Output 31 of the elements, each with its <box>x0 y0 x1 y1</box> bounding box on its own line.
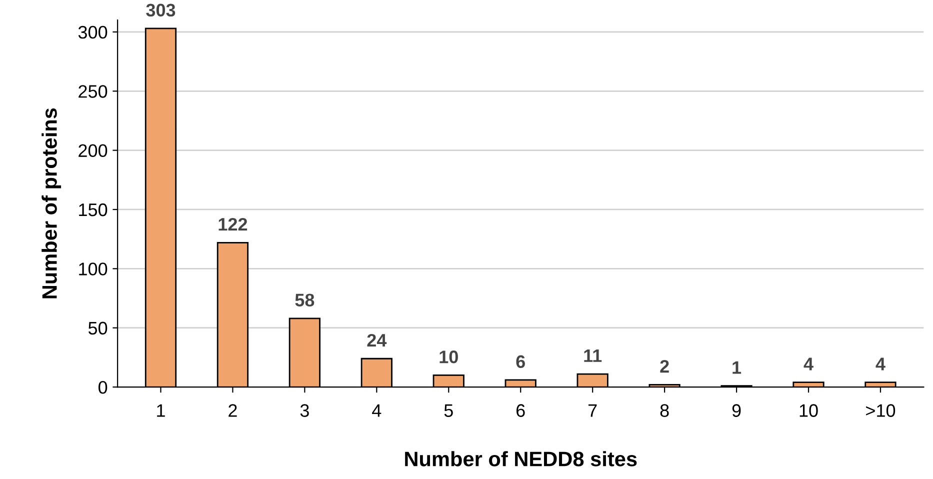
data-label: 11 <box>584 350 602 362</box>
data-label: 24 <box>367 334 387 347</box>
data-label: 58 <box>295 294 314 306</box>
y-axis-title: Number of proteins <box>42 108 62 298</box>
y-tick-label: 200 <box>78 144 108 158</box>
x-axis-title: Number of NEDD8 sites <box>405 451 637 466</box>
x-tick-label: >10 <box>866 404 896 417</box>
x-tick-label: 8 <box>660 404 669 417</box>
data-label: 1 <box>732 361 742 374</box>
y-tick-label: 100 <box>79 262 108 276</box>
x-tick-label: 10 <box>800 404 818 417</box>
y-tick-label: 300 <box>78 26 108 39</box>
x-tick-label: 9 <box>732 404 741 417</box>
x-tick-label: 7 <box>588 404 597 417</box>
data-label: 2 <box>660 360 669 373</box>
x-tick-label: 4 <box>372 404 382 417</box>
x-tick-label: 5 <box>444 404 453 417</box>
x-tick-label: 6 <box>516 404 525 417</box>
data-label: 6 <box>516 355 525 368</box>
data-label: 10 <box>440 350 458 364</box>
data-label: 303 <box>146 4 176 17</box>
y-tick-label: 0 <box>98 380 108 394</box>
y-tick-label: 250 <box>78 85 108 98</box>
x-tick-label: 2 <box>228 404 237 417</box>
y-tick-label: 150 <box>79 203 108 216</box>
data-label: 4 <box>804 358 814 370</box>
y-tick-label: 50 <box>88 322 108 335</box>
data-label: 122 <box>218 218 248 231</box>
x-tick-label: 3 <box>300 404 309 417</box>
data-label: 4 <box>876 358 886 370</box>
x-tick-label: 1 <box>157 404 165 417</box>
